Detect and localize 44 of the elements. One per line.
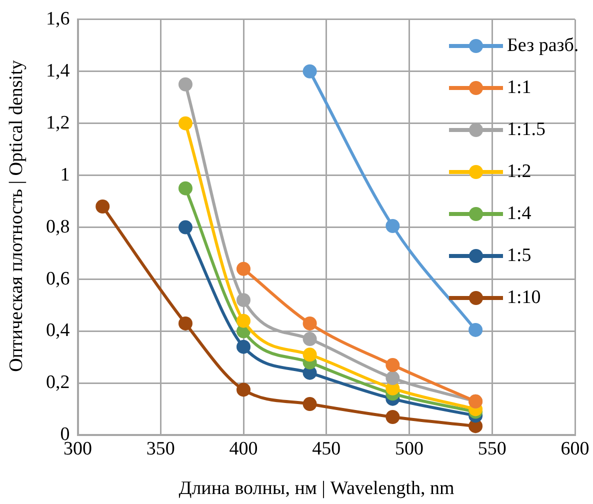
legend-label: 1:1.5 xyxy=(507,119,546,142)
legend-label: Без разб. xyxy=(507,35,579,58)
point xyxy=(178,77,192,92)
point xyxy=(178,116,192,130)
point xyxy=(386,219,400,233)
y-tick-label: 0,2 xyxy=(46,372,70,394)
y-tick-label: 0,6 xyxy=(46,268,70,290)
y-tick-label: 1,4 xyxy=(46,60,70,82)
legend-label: 1:10 xyxy=(507,287,541,310)
point xyxy=(386,410,400,424)
point xyxy=(236,293,250,308)
point xyxy=(236,382,250,397)
x-tick-label: 400 xyxy=(229,438,258,460)
point xyxy=(96,200,110,214)
x-tick-label: 450 xyxy=(312,438,341,460)
y-tick-label: 1,2 xyxy=(46,112,70,134)
point xyxy=(302,332,317,346)
legend-label: 1:5 xyxy=(507,245,532,268)
point xyxy=(468,322,483,337)
point xyxy=(178,220,192,234)
legend-label: 1:1 xyxy=(507,77,532,100)
point xyxy=(236,314,250,328)
legend-label: 1:4 xyxy=(507,203,532,226)
point xyxy=(302,64,317,78)
x-axis-title: Длина волны, нм | Wavelength, nm xyxy=(178,478,456,500)
point xyxy=(386,371,400,386)
point xyxy=(178,181,192,196)
x-tick-label: 600 xyxy=(560,438,590,460)
point xyxy=(386,358,400,372)
y-axis-title: Оптическая плотность | Optical density xyxy=(6,60,28,372)
y-tick-label: 0,4 xyxy=(46,320,70,342)
legend-label: 1:2 xyxy=(507,161,532,184)
point xyxy=(302,348,317,362)
y-tick-label: 1 xyxy=(60,164,70,186)
point xyxy=(302,397,317,412)
point xyxy=(178,316,192,330)
y-tick-label: 1,6 xyxy=(46,8,70,30)
x-tick-label: 350 xyxy=(146,438,175,460)
y-tick-label: 0,8 xyxy=(46,216,70,238)
x-tick-label: 550 xyxy=(478,438,506,460)
point xyxy=(302,316,317,330)
point xyxy=(236,340,250,354)
point xyxy=(236,262,250,276)
x-tick-label: 500 xyxy=(395,438,424,460)
